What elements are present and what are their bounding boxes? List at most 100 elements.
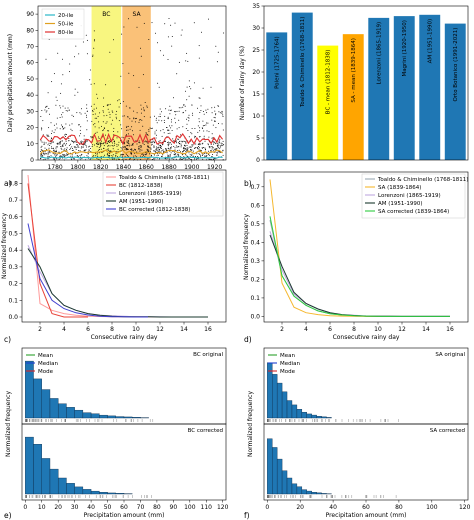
- data-point: [192, 150, 194, 152]
- x-tick-label: 10: [132, 326, 140, 333]
- y-tick-label: 0.3: [250, 258, 260, 265]
- data-point: [176, 128, 178, 130]
- y-tick-label: 0.0: [8, 314, 18, 321]
- y-tick-label: 20: [252, 69, 260, 76]
- data-point: [129, 128, 131, 130]
- x-tick-label: 60: [362, 504, 370, 511]
- data-point: [42, 155, 44, 157]
- data-point: [53, 124, 55, 126]
- data-point: [109, 140, 111, 142]
- hist-bar: [311, 414, 317, 419]
- x-tick-label: 50: [104, 504, 112, 511]
- data-point: [223, 32, 225, 34]
- legend-label: Median: [38, 361, 59, 367]
- bar-label: SA - mean (1839-1864): [351, 38, 357, 102]
- data-point: [178, 107, 180, 109]
- data-point: [150, 147, 152, 149]
- data-point: [111, 110, 113, 112]
- data-point: [79, 129, 81, 131]
- data-point: [173, 158, 175, 160]
- data-point: [163, 122, 165, 123]
- data-point: [216, 152, 218, 154]
- subplot-title: BC corrected: [188, 428, 223, 434]
- data-point: [187, 148, 189, 150]
- data-point: [92, 114, 94, 115]
- x-tick-label: 6: [328, 326, 332, 333]
- data-point: [98, 143, 100, 145]
- data-point: [139, 155, 141, 157]
- data-point: [112, 134, 114, 136]
- data-point: [220, 142, 222, 144]
- hist-bar: [301, 489, 307, 495]
- data-point: [101, 140, 102, 142]
- data-point: [92, 156, 94, 158]
- data-point: [185, 155, 187, 157]
- data-point: [92, 155, 94, 157]
- y-tick-label: 0.2: [8, 281, 18, 288]
- x-tick-label: 0: [23, 504, 27, 511]
- data-point: [64, 155, 66, 157]
- data-point: [133, 117, 135, 119]
- data-point: [165, 158, 167, 160]
- data-point: [66, 149, 67, 151]
- hist-bar: [311, 492, 317, 495]
- data-point: [149, 116, 151, 118]
- x-tick-label: 1800: [70, 164, 85, 171]
- data-point: [190, 158, 192, 160]
- period-band-bc: [91, 6, 122, 160]
- data-point: [79, 112, 81, 114]
- data-point: [138, 121, 140, 123]
- data-point: [144, 153, 146, 155]
- data-point: [155, 117, 157, 119]
- data-point: [40, 149, 42, 151]
- data-point: [219, 148, 221, 150]
- data-point: [191, 104, 193, 106]
- data-point: [61, 140, 63, 142]
- data-point: [115, 153, 117, 155]
- data-point: [149, 153, 150, 155]
- data-point: [131, 153, 133, 155]
- data-point: [155, 32, 156, 34]
- y-tick-label: 25: [252, 47, 260, 54]
- data-point: [106, 149, 108, 151]
- data-point: [189, 146, 191, 148]
- data-point: [55, 158, 57, 160]
- data-point: [203, 137, 205, 139]
- data-point: [178, 142, 180, 144]
- data-point: [136, 117, 137, 119]
- bar: [317, 45, 339, 160]
- data-point: [159, 158, 160, 160]
- data-point: [195, 143, 197, 145]
- data-point: [161, 141, 163, 143]
- data-point: [50, 155, 52, 157]
- data-point: [85, 34, 87, 36]
- data-point: [153, 150, 155, 152]
- data-point: [139, 149, 141, 151]
- data-point: [115, 155, 117, 157]
- data-point: [124, 147, 126, 148]
- data-point: [46, 105, 48, 107]
- data-point: [151, 141, 153, 143]
- data-point: [52, 141, 54, 143]
- data-point: [41, 110, 43, 111]
- data-point: [206, 130, 208, 132]
- data-point: [76, 144, 78, 146]
- data-point: [126, 148, 128, 149]
- data-point: [132, 134, 134, 136]
- data-point: [211, 112, 213, 114]
- data-point: [191, 133, 193, 135]
- data-point: [109, 145, 111, 147]
- hist-bar: [33, 444, 42, 495]
- data-point: [189, 86, 191, 88]
- data-point: [123, 137, 125, 139]
- data-point: [149, 127, 151, 129]
- data-point: [59, 140, 61, 142]
- data-point: [45, 111, 47, 113]
- data-point: [41, 127, 43, 129]
- data-point: [96, 131, 98, 133]
- data-point: [107, 130, 109, 132]
- data-point: [60, 92, 62, 94]
- data-point: [59, 155, 61, 157]
- data-point: [101, 125, 102, 127]
- data-point: [114, 142, 116, 144]
